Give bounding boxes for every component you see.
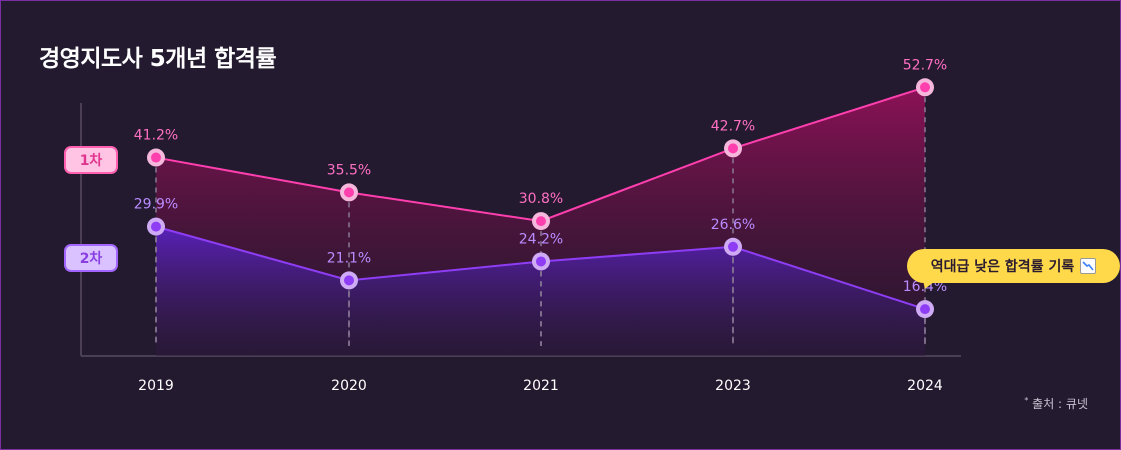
series-badge-second: 2차 — [64, 244, 118, 272]
x-tick-label: 2023 — [715, 378, 751, 394]
point-second — [151, 221, 161, 232]
x-tick-label: 2024 — [907, 378, 943, 394]
point-second — [344, 275, 354, 286]
x-tick-label: 2020 — [331, 378, 367, 394]
x-tick-label: 2021 — [523, 378, 559, 394]
source-mark: * — [1024, 396, 1029, 405]
point-first — [151, 152, 161, 163]
data-label-first: 52.7% — [903, 57, 947, 73]
chart-decreasing-icon — [1080, 258, 1097, 274]
data-label-second: 29.9% — [134, 197, 178, 213]
point-second — [920, 304, 930, 315]
series-badge-first: 1차 — [64, 146, 118, 174]
data-label-first: 30.8% — [519, 191, 563, 207]
callout-bubble: 역대급 낮은 합격률 기록 — [907, 249, 1120, 283]
data-label-first: 41.2% — [134, 128, 178, 144]
data-label-first: 42.7% — [711, 118, 755, 134]
point-first — [536, 216, 546, 227]
point-first — [920, 82, 930, 93]
x-tick-label: 2019 — [138, 378, 174, 394]
data-label-second: 26.6% — [711, 217, 755, 233]
point-first — [728, 143, 738, 154]
data-label-second: 16.4% — [903, 279, 947, 295]
data-label-second: 24.2% — [519, 231, 563, 247]
point-first — [344, 187, 354, 198]
data-label-second: 21.1% — [327, 250, 371, 266]
point-second — [536, 256, 546, 267]
data-label-first: 35.5% — [327, 162, 371, 178]
point-second — [728, 241, 738, 252]
callout-text: 역대급 낮은 합격률 기록 — [930, 259, 1075, 275]
source-note: * 출처 : 큐넷 — [1024, 395, 1088, 412]
source-text: 출처 : 큐넷 — [1032, 397, 1088, 411]
chart-title: 경영지도사 5개년 합격률 — [39, 46, 277, 72]
